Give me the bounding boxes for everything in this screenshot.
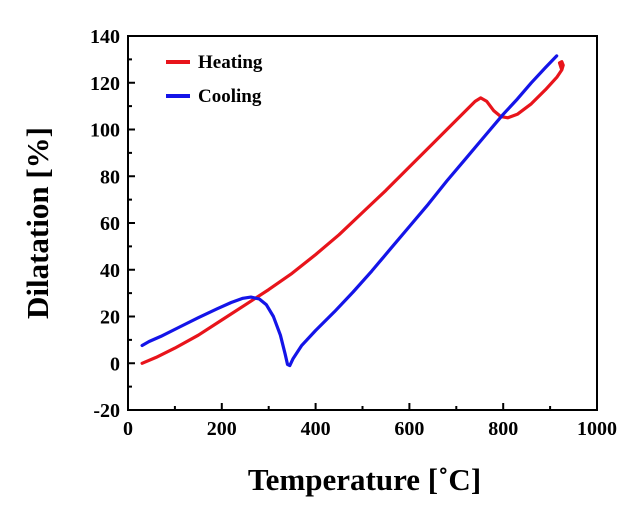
- x-tick-label: 600: [394, 418, 424, 440]
- x-tick-label: 200: [207, 418, 237, 440]
- x-tick-label: 0: [123, 418, 133, 440]
- y-tick-label: 100: [90, 120, 120, 142]
- x-axis: 0 200 400 600 800 1000: [123, 403, 617, 440]
- legend: Heating Cooling: [166, 52, 263, 107]
- series-line-heating: [140, 60, 565, 365]
- y-tick-label: -20: [93, 400, 120, 422]
- x-tick-label: 800: [488, 418, 518, 440]
- y-tick-label: 140: [90, 26, 120, 48]
- y-tick-label: 0: [110, 353, 120, 375]
- series-layer: [140, 54, 565, 368]
- y-axis: -20 0 20 40 60 80 100 120 140: [90, 26, 135, 422]
- y-tick-label: 80: [100, 166, 120, 188]
- y-axis-title: Dilatation [%]: [20, 127, 55, 319]
- series-line-cooling: [140, 54, 559, 368]
- x-tick-label: 1000: [577, 418, 617, 440]
- y-tick-label: 40: [100, 260, 120, 282]
- x-axis-title: Temperature [˚C]: [248, 462, 481, 497]
- legend-label-cooling: Cooling: [198, 86, 262, 107]
- legend-label-heating: Heating: [198, 52, 263, 73]
- y-tick-label: 60: [100, 213, 120, 235]
- y-tick-label: 20: [100, 307, 120, 329]
- y-tick-label: 120: [90, 73, 120, 95]
- x-tick-label: 400: [301, 418, 331, 440]
